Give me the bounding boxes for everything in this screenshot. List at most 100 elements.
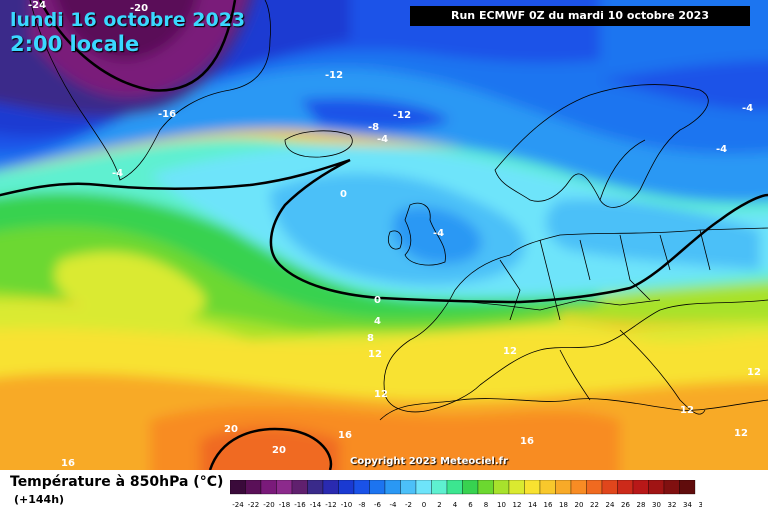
- color-scale-tick: -12: [325, 501, 336, 509]
- color-scale-tick: 26: [621, 501, 630, 509]
- color-scale-tick: -14: [310, 501, 322, 509]
- contour-label: -24: [28, 0, 46, 11]
- color-scale-tick: 34: [683, 501, 692, 509]
- contour-label: -4: [716, 144, 727, 155]
- contour-label: 16: [61, 458, 75, 469]
- isotherm-minus20: [38, 0, 237, 92]
- color-scale-tick: 30: [652, 501, 661, 509]
- color-scale-tick: -24: [232, 501, 244, 509]
- color-swatch: [338, 480, 355, 495]
- contour-label: 0: [374, 295, 381, 306]
- color-scale-tick: 24: [606, 501, 615, 509]
- color-swatch: [230, 480, 246, 495]
- color-swatch: [632, 480, 649, 495]
- contour-label: 0: [340, 189, 347, 200]
- color-scale-tick: -16: [294, 501, 306, 509]
- contour-label: -4: [377, 134, 388, 145]
- color-swatch: [353, 480, 370, 495]
- color-scale-tick: 14: [528, 501, 537, 509]
- contour-label: -4: [742, 103, 753, 114]
- color-swatch: [586, 480, 603, 495]
- contour-label: 16: [338, 430, 352, 441]
- color-scale-tick: 12: [513, 501, 522, 509]
- forecast-date: lundi 16 octobre 2023: [10, 9, 246, 31]
- temperature-field: [0, 0, 768, 470]
- contour-label: -12: [393, 110, 411, 121]
- color-swatch: [539, 480, 556, 495]
- color-swatch: [617, 480, 634, 495]
- contour-label: 20: [224, 424, 238, 435]
- color-swatch: [276, 480, 293, 495]
- color-swatch: [291, 480, 308, 495]
- color-swatch: [307, 480, 324, 495]
- color-scale-tick: 2: [437, 501, 441, 509]
- color-swatch: [663, 480, 680, 495]
- color-scale-tick: 32: [668, 501, 677, 509]
- color-swatch: [260, 480, 277, 495]
- color-scale-tick: -6: [374, 501, 382, 509]
- color-scale: -24 -22 -20 -18 -16 -14 -12 -10 -8 -6 -4 -2 0 2 4 6 8 10 1…: [230, 480, 702, 509]
- color-scale-tick: 22: [590, 501, 599, 509]
- color-scale-tick: 8: [484, 501, 488, 509]
- contour-labels: -24 -20 -16 -12 -12 -8 -4 -4 -4 -4 -4 0 …: [28, 0, 761, 469]
- contour-label: -12: [325, 70, 343, 81]
- color-swatch: [446, 480, 463, 495]
- contour-label: -20: [130, 3, 148, 14]
- contour-label: 12: [734, 428, 748, 439]
- color-swatch: [462, 480, 479, 495]
- color-swatch: [601, 480, 618, 495]
- color-scale-tick: 18: [559, 501, 568, 509]
- color-scale-tick: -2: [405, 501, 412, 509]
- coastlines: [29, 0, 768, 421]
- contour-label: 8: [367, 333, 374, 344]
- model-run-label: Run ECMWF 0Z du mardi 10 octobre 2023: [410, 6, 750, 26]
- color-scale-tick: 28: [637, 501, 646, 509]
- color-scale-tick: -4: [390, 501, 398, 509]
- color-scale-tick: -20: [263, 501, 274, 509]
- contour-label: 12: [503, 346, 517, 357]
- contour-label: 12: [747, 367, 761, 378]
- color-swatch: [369, 480, 386, 495]
- color-scale-tick: 4: [453, 501, 458, 509]
- contour-label: -4: [112, 168, 123, 179]
- map-canvas: -24 -20 -16 -12 -12 -8 -4 -4 -4 -4 -4 0 …: [0, 0, 768, 470]
- color-swatch: [679, 480, 696, 495]
- color-scale-tick: -8: [359, 501, 366, 509]
- isotherm-0: [0, 158, 768, 304]
- contour-label: 20: [272, 445, 286, 456]
- isotherm-20: [208, 427, 333, 470]
- color-swatch: [384, 480, 401, 495]
- contour-label: 12: [374, 389, 388, 400]
- contour-label: -8: [368, 122, 379, 133]
- contour-label: 16: [520, 436, 534, 447]
- color-swatch: [322, 480, 339, 495]
- forecast-time: 2:00 locale: [10, 32, 140, 56]
- color-swatch: [415, 480, 432, 495]
- color-swatch: [477, 480, 494, 495]
- contour-label: -4: [433, 228, 444, 239]
- contour-label: -16: [158, 109, 176, 120]
- color-swatch: [570, 480, 587, 495]
- color-scale-tick: -22: [248, 501, 259, 509]
- contour-label: 12: [680, 405, 694, 416]
- color-scale-tick: 36: [699, 501, 702, 509]
- contour-label: 4: [374, 316, 381, 327]
- color-scale-tick: 16: [544, 501, 553, 509]
- color-swatch: [431, 480, 448, 495]
- color-swatch: [555, 480, 572, 495]
- copyright-text: Copyright 2023 Meteociel.fr: [350, 456, 508, 467]
- color-scale-tick: 6: [468, 501, 473, 509]
- color-scale-tick: -10: [341, 501, 352, 509]
- color-scale-tick: 0: [422, 501, 426, 509]
- color-swatch: [508, 480, 525, 495]
- contour-label: 12: [368, 349, 382, 360]
- color-swatch: [400, 480, 417, 495]
- color-swatch: [524, 480, 541, 495]
- temperature-map: -24 -20 -16 -12 -12 -8 -4 -4 -4 -4 -4 0 …: [0, 0, 768, 470]
- lead-time: (+144h): [14, 493, 65, 506]
- parameter-title: Température à 850hPa (°C): [10, 474, 224, 490]
- color-scale-tick: 10: [497, 501, 506, 509]
- color-swatch: [648, 480, 665, 495]
- color-swatch: [245, 480, 262, 495]
- color-scale-tick: -18: [279, 501, 290, 509]
